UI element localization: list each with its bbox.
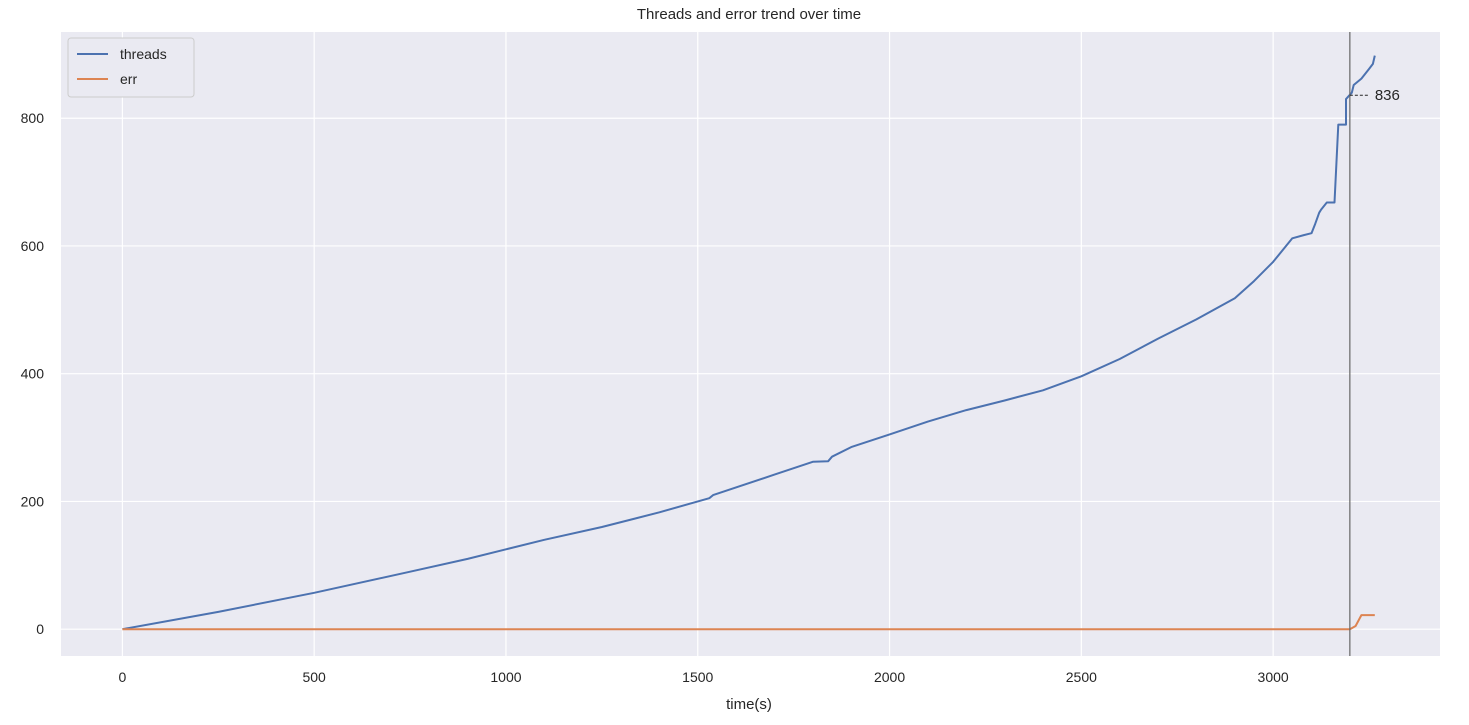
- annotation: 836: [1349, 87, 1400, 104]
- x-tick-label: 0: [118, 669, 126, 685]
- y-tick-label: 800: [21, 110, 45, 126]
- legend: threads err: [67, 37, 195, 98]
- legend-label-threads: threads: [120, 46, 167, 62]
- series-line-err: [122, 614, 1375, 631]
- chart-title: Threads and error trend over time: [637, 6, 861, 23]
- series-line-threads: [122, 55, 1376, 631]
- x-tick-label: 2500: [1066, 669, 1097, 685]
- x-tick-label: 1000: [490, 669, 521, 685]
- y-tick-label: 400: [21, 366, 45, 382]
- y-tick-label: 0: [36, 621, 44, 637]
- gridlines: [61, 32, 1440, 656]
- legend-box: [67, 37, 195, 98]
- x-tick-label: 500: [302, 669, 326, 685]
- x-tick-label: 2000: [874, 669, 905, 685]
- plot-area: [61, 32, 1440, 656]
- tick-labels: 0 500 1000 1500 2000 2500 3000 0 200 400 600 800: [21, 110, 1289, 685]
- series-lines: [122, 55, 1376, 631]
- x-axis-label: time(s): [726, 696, 772, 713]
- legend-label-err: err: [120, 71, 137, 87]
- y-tick-label: 600: [21, 238, 45, 254]
- annotation-label: 836: [1375, 87, 1400, 104]
- x-tick-label: 3000: [1258, 669, 1289, 685]
- y-tick-label: 200: [21, 493, 45, 509]
- x-tick-label: 1500: [682, 669, 713, 685]
